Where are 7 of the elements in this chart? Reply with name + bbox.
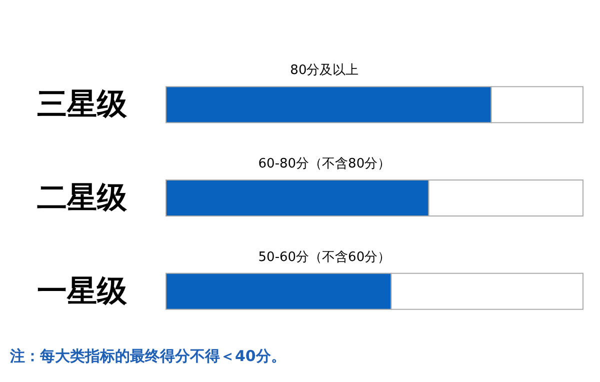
y-tick-label: 一星级 [37,274,128,309]
annotation: 50-60分（不含60分） [258,250,391,265]
y-tick-label: 三星级 [37,87,128,122]
annotation: 80分及以上 [290,63,359,78]
text: 注：每大类指标的最终得分不得＜40分。 [9,347,286,365]
annotation: 60-80分（不含80分） [258,156,391,172]
y-tick-label: 二星级 [37,180,128,216]
